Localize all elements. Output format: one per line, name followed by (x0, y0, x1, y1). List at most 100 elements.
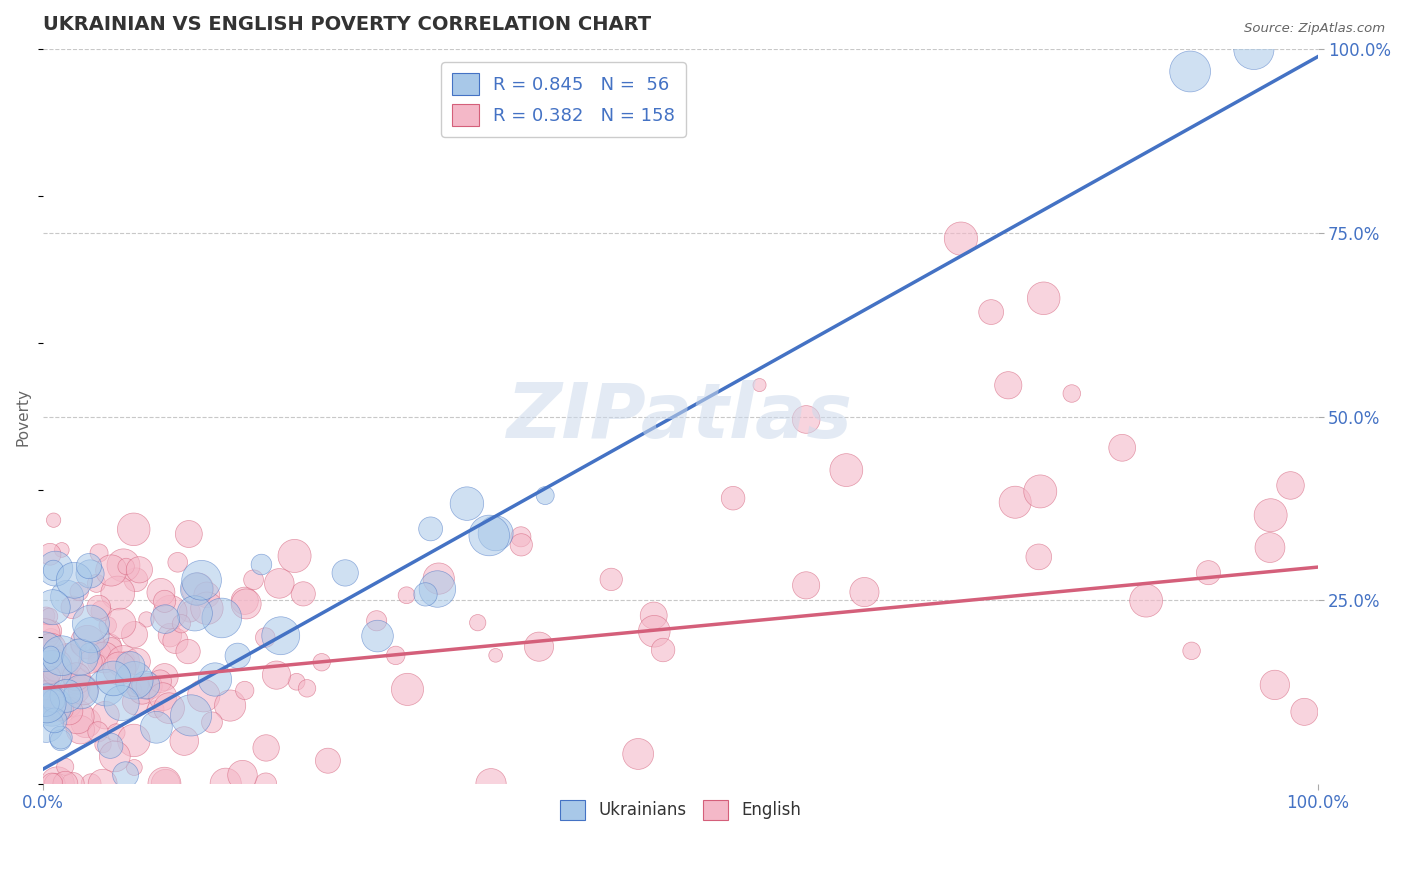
Point (426, 582, 449, 596)
Point (39, 648, 62, 662)
Point (367, 629, 389, 643)
Point (179, 605, 201, 619)
Point (534, 489, 557, 503)
Point (190, 574, 212, 588)
Point (794, 578, 817, 592)
Point (34, 680, 56, 694)
Point (149, 585, 172, 599)
Point (51, 702, 73, 716)
Point (107, 586, 129, 600)
Point (201, 715, 224, 730)
Point (87, 724, 110, 739)
Point (1264, 678, 1286, 692)
Point (66, 710, 89, 724)
Point (53, 760, 76, 774)
Point (170, 616, 193, 631)
Point (173, 734, 195, 748)
Point (1178, 64, 1201, 78)
Point (75, 715, 97, 730)
Point (122, 673, 145, 688)
Point (266, 668, 288, 682)
Point (165, 634, 187, 648)
Point (59, 664, 82, 678)
Point (527, 640, 550, 654)
Point (153, 777, 176, 791)
Point (69, 650, 91, 665)
Point (204, 673, 226, 687)
Point (98, 639, 121, 653)
Point (254, 777, 277, 791)
Point (42, 694, 65, 708)
Point (80, 628, 103, 642)
Point (46, 777, 69, 791)
Point (152, 690, 174, 704)
Point (284, 549, 307, 563)
Point (87, 600, 110, 615)
Point (721, 491, 744, 506)
Point (41, 668, 63, 682)
Point (41, 777, 63, 791)
Point (39, 641, 62, 656)
Point (415, 587, 437, 601)
Point (853, 585, 876, 599)
Point (193, 689, 215, 703)
Point (115, 559, 138, 574)
Point (652, 643, 675, 657)
Point (125, 573, 148, 587)
Point (122, 522, 145, 536)
Point (122, 733, 145, 747)
Point (35, 674, 58, 689)
Text: Source: ZipAtlas.com: Source: ZipAtlas.com (1244, 22, 1385, 36)
Point (44, 561, 66, 575)
Point (335, 566, 357, 580)
Point (600, 573, 623, 587)
Point (794, 412, 817, 426)
Point (479, 777, 502, 791)
Point (311, 655, 333, 669)
Point (643, 608, 665, 623)
Point (114, 768, 136, 782)
Point (233, 593, 256, 607)
Point (56, 652, 79, 666)
Point (157, 701, 180, 715)
Text: ZIPatlas: ZIPatlas (508, 380, 853, 454)
Point (91, 738, 114, 752)
Point (51, 543, 73, 558)
Point (211, 611, 233, 625)
Text: UKRAINIAN VS ENGLISH POVERTY CORRELATION CHART: UKRAINIAN VS ENGLISH POVERTY CORRELATION… (44, 15, 651, 34)
Point (34, 676, 56, 690)
Point (94, 681, 117, 695)
Point (56, 590, 79, 604)
Point (235, 597, 257, 611)
Point (292, 587, 315, 601)
Point (77, 559, 100, 574)
Point (122, 760, 145, 774)
Point (155, 777, 177, 791)
Point (395, 588, 418, 602)
Point (149, 674, 172, 689)
Point (467, 615, 489, 630)
Point (79, 655, 101, 669)
Point (180, 708, 202, 723)
Point (41, 664, 63, 678)
Point (76, 635, 98, 649)
Point (135, 678, 157, 692)
Point (41, 600, 63, 615)
Point (219, 698, 242, 713)
Point (478, 528, 501, 542)
Point (159, 605, 181, 619)
Point (166, 555, 188, 569)
Point (1258, 541, 1281, 555)
Point (1260, 508, 1282, 523)
Point (38, 609, 60, 624)
Point (485, 648, 508, 663)
Point (153, 594, 176, 608)
Point (49, 733, 72, 747)
Point (46, 700, 69, 714)
Point (59, 698, 82, 713)
Point (91, 777, 114, 791)
Point (94, 708, 117, 723)
Point (108, 661, 131, 675)
Point (42, 563, 65, 577)
Point (66, 673, 89, 688)
